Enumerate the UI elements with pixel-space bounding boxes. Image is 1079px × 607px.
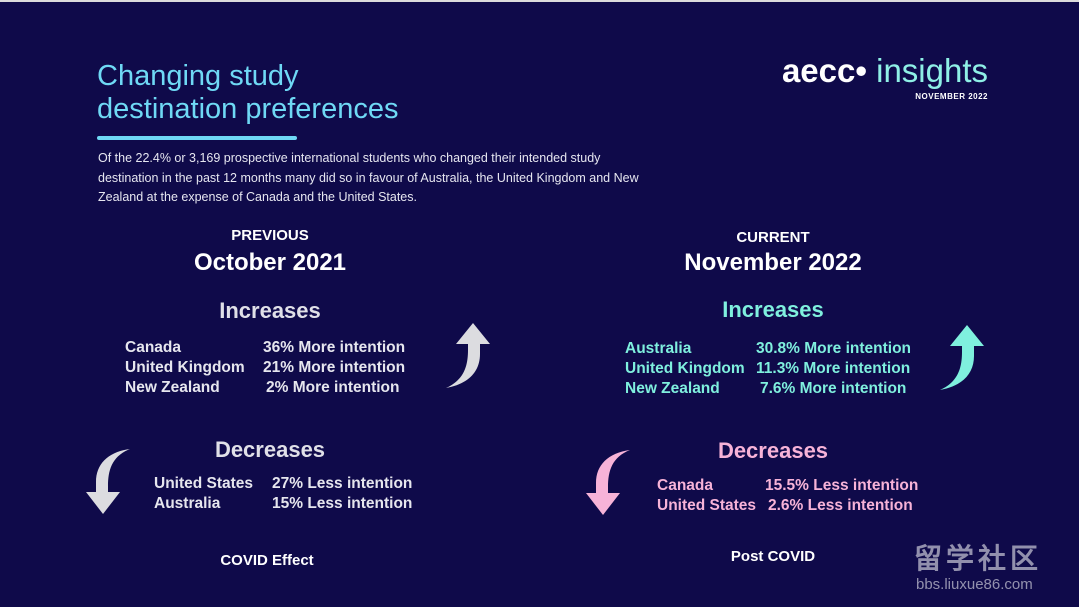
current-increase-country-3: New Zealand — [625, 380, 720, 397]
current-increase-value-3: 7.6% More intention — [760, 380, 907, 397]
previous-period: October 2021 — [193, 249, 347, 276]
aecc-insights-logo: aecc• insights NOVEMBER 2022 — [762, 52, 988, 101]
current-increase-country-2: United Kingdom — [625, 360, 745, 377]
title-line-2: destination preferences — [97, 93, 399, 125]
page-title: Changing study destination preferences — [97, 60, 398, 126]
previous-increases-heading: Increases — [219, 298, 321, 323]
current-increase-value-1: 30.8% More intention — [756, 340, 912, 357]
current-decrease-country-2: United States — [657, 497, 757, 514]
intro-line-3: Zealand at the expense of Canada and the… — [98, 190, 417, 204]
previous-decrease-value-1: 27% Less intention — [272, 475, 413, 492]
current-decrease-value-2: 2.6% Less intention — [768, 497, 913, 514]
logo-product: insights — [866, 52, 988, 89]
current-increase-value-2: 11.3% More intention — [756, 360, 911, 377]
intro-line-1: Of the 22.4% or 3,169 prospective intern… — [98, 151, 601, 165]
current-period: November 2022 — [684, 249, 862, 276]
title-line-1: Changing study — [97, 60, 299, 92]
previous-increase-country-1: Canada — [125, 339, 181, 356]
previous-increase-value-3: 2% More intention — [266, 379, 400, 396]
current-increases-heading: Increases — [722, 297, 824, 322]
previous-increase-country-2: United Kingdom — [125, 359, 245, 376]
curved-down-arrow-icon — [586, 450, 630, 515]
curved-up-arrow-icon — [940, 325, 984, 390]
previous-footer: COVID Effect — [220, 552, 314, 569]
current-increase-country-1: Australia — [625, 340, 692, 357]
logo-brand: aecc — [781, 52, 856, 89]
previous-label: PREVIOUS — [231, 227, 309, 244]
previous-decrease-country-1: United States — [154, 475, 254, 492]
intro-paragraph: Of the 22.4% or 3,169 prospective intern… — [98, 149, 718, 208]
curved-up-arrow-icon — [446, 323, 490, 388]
previous-decrease-country-2: Australia — [154, 495, 221, 512]
title-underline — [97, 136, 297, 140]
previous-decreases-heading: Decreases — [214, 437, 326, 462]
previous-decrease-value-2: 15% Less intention — [272, 495, 413, 512]
watermark-main: 留学社区 — [914, 543, 1043, 574]
current-decreases-heading: Decreases — [717, 438, 829, 463]
logo-brand-dot: • — [855, 52, 867, 89]
logo-date: NOVEMBER 2022 — [915, 92, 988, 101]
current-decrease-value-1: 15.5% Less intention — [765, 477, 919, 494]
current-label: CURRENT — [736, 229, 810, 246]
watermark-url: bbs.liuxue86.com — [916, 576, 1033, 593]
previous-increase-value-1: 36% More intention — [263, 339, 406, 356]
current-footer: Post COVID — [730, 548, 816, 565]
current-decrease-country-1: Canada — [657, 477, 713, 494]
intro-line-2: destination in the past 12 months many d… — [98, 170, 639, 185]
previous-increase-value-2: 21% More intention — [263, 359, 406, 376]
curved-down-arrow-icon — [86, 449, 130, 514]
previous-increase-country-3: New Zealand — [125, 379, 220, 396]
